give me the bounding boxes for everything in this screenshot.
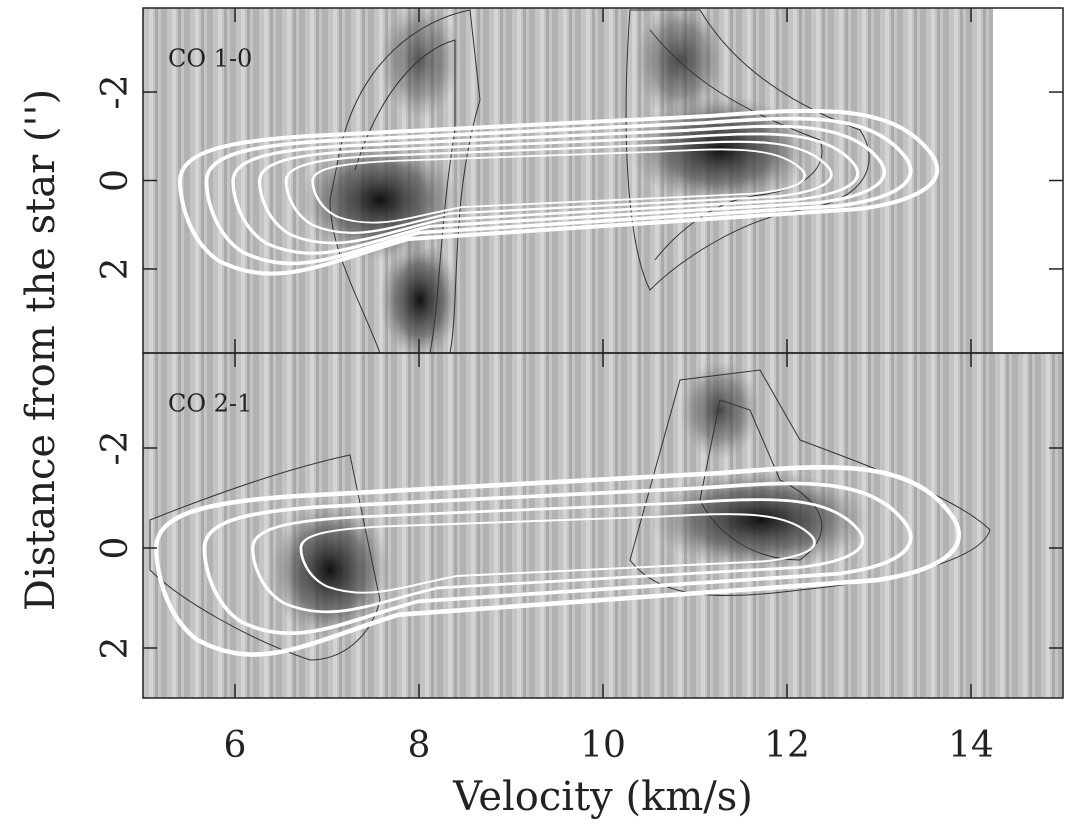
y-tick-label: 0 bbox=[95, 537, 136, 560]
model-contours-top bbox=[177, 108, 940, 276]
y-axis-label: Distance from the star ('') bbox=[18, 89, 64, 611]
y-tick-label: -2 bbox=[95, 430, 136, 465]
x-tick-label: 6 bbox=[224, 725, 247, 766]
x-tick-label: 14 bbox=[948, 725, 994, 766]
panel-label: CO 1-0 bbox=[168, 45, 252, 73]
x-tick-label: 8 bbox=[408, 725, 431, 766]
x-tick-label: 10 bbox=[580, 725, 626, 766]
panel-label: CO 2-1 bbox=[168, 390, 252, 418]
bottom-image bbox=[143, 353, 1063, 698]
y-tick-label: 2 bbox=[95, 637, 136, 660]
y-tick-label: -2 bbox=[95, 74, 136, 109]
x-tick-label: 12 bbox=[764, 725, 810, 766]
axes: -2 0 2 CO 1-0 Distance from the star ('') 6 8 1… bbox=[18, 7, 1064, 820]
y-tick-label: 0 bbox=[95, 169, 136, 192]
x-axis-label: Velocity (km/s) bbox=[452, 774, 753, 820]
y-tick-label: 2 bbox=[95, 258, 136, 281]
top-image bbox=[143, 8, 1063, 353]
